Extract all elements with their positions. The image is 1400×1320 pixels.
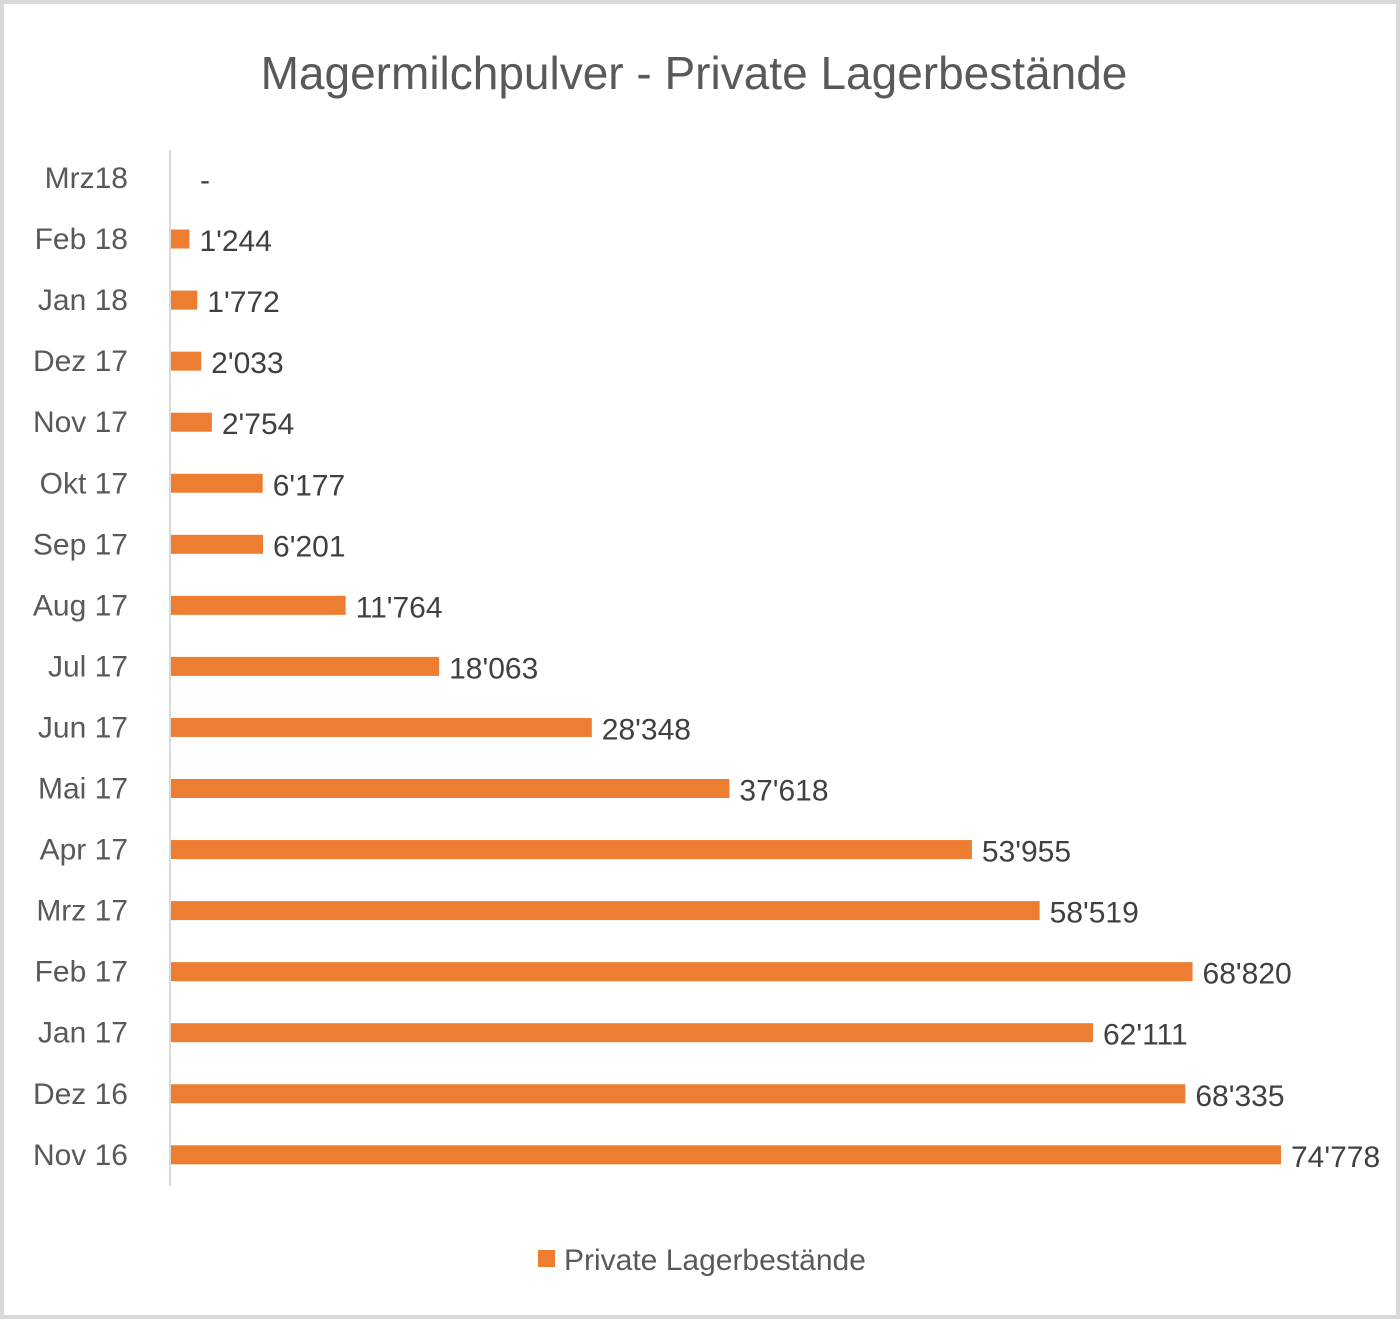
bar-chart: Magermilchpulver - Private Lagerbestände…: [33, 47, 1380, 1277]
data-label: 11'764: [356, 591, 443, 624]
data-label: 18'063: [449, 652, 538, 685]
bar: [171, 779, 730, 798]
bar: [171, 1084, 1186, 1104]
bar: [171, 412, 212, 432]
data-label: 62'111: [1103, 1019, 1188, 1052]
bar: [171, 351, 202, 371]
data-label: 37'618: [739, 775, 828, 808]
data-label: 68'820: [1203, 958, 1292, 991]
data-label: 68'335: [1195, 1080, 1284, 1113]
bar: [171, 1023, 1093, 1043]
bar: [171, 1145, 1281, 1165]
data-label: 2'754: [222, 408, 294, 441]
category-label: Nov 16: [33, 1139, 128, 1172]
data-label: 58'519: [1050, 897, 1139, 930]
data-label: -: [200, 164, 210, 197]
data-label: 6'177: [273, 469, 345, 502]
category-label: Mai 17: [38, 773, 128, 806]
category-label: Apr 17: [40, 834, 128, 867]
bar: [171, 534, 264, 554]
category-label: Okt 17: [40, 467, 128, 500]
category-label: Mrz 17: [36, 895, 128, 928]
data-label: 2'033: [211, 347, 283, 380]
data-label: 6'201: [273, 530, 345, 563]
bar: [171, 229, 190, 249]
bar: [171, 962, 1193, 982]
legend-swatch: [538, 1250, 555, 1267]
data-label: 1'244: [199, 225, 271, 258]
category-label: Nov 17: [33, 406, 128, 439]
category-label: Sep 17: [33, 528, 128, 561]
bar: [171, 901, 1040, 921]
category-label: Feb 18: [35, 223, 128, 256]
bar: [171, 840, 972, 860]
legend: Private Lagerbestände: [538, 1244, 866, 1277]
category-label: Jun 17: [38, 711, 128, 744]
category-label: Jul 17: [48, 650, 128, 683]
category-label: Jan 18: [38, 284, 128, 317]
data-label: 28'348: [602, 713, 691, 746]
category-label: Aug 17: [33, 589, 128, 622]
bar: [171, 595, 346, 615]
category-label: Mrz18: [45, 162, 128, 195]
bar: [171, 290, 198, 310]
category-label: Jan 17: [38, 1017, 128, 1050]
category-label: Dez 16: [33, 1078, 128, 1111]
data-label: 1'772: [207, 286, 279, 319]
data-label: 53'955: [982, 836, 1071, 869]
category-label: Dez 17: [33, 345, 128, 378]
bar: [171, 473, 263, 493]
bar: [171, 717, 592, 737]
chart-title: Magermilchpulver - Private Lagerbestände: [261, 47, 1128, 99]
legend-label: Private Lagerbestände: [564, 1244, 866, 1277]
data-label: 74'778: [1291, 1141, 1380, 1174]
category-label: Feb 17: [35, 956, 128, 989]
bar: [171, 656, 440, 676]
